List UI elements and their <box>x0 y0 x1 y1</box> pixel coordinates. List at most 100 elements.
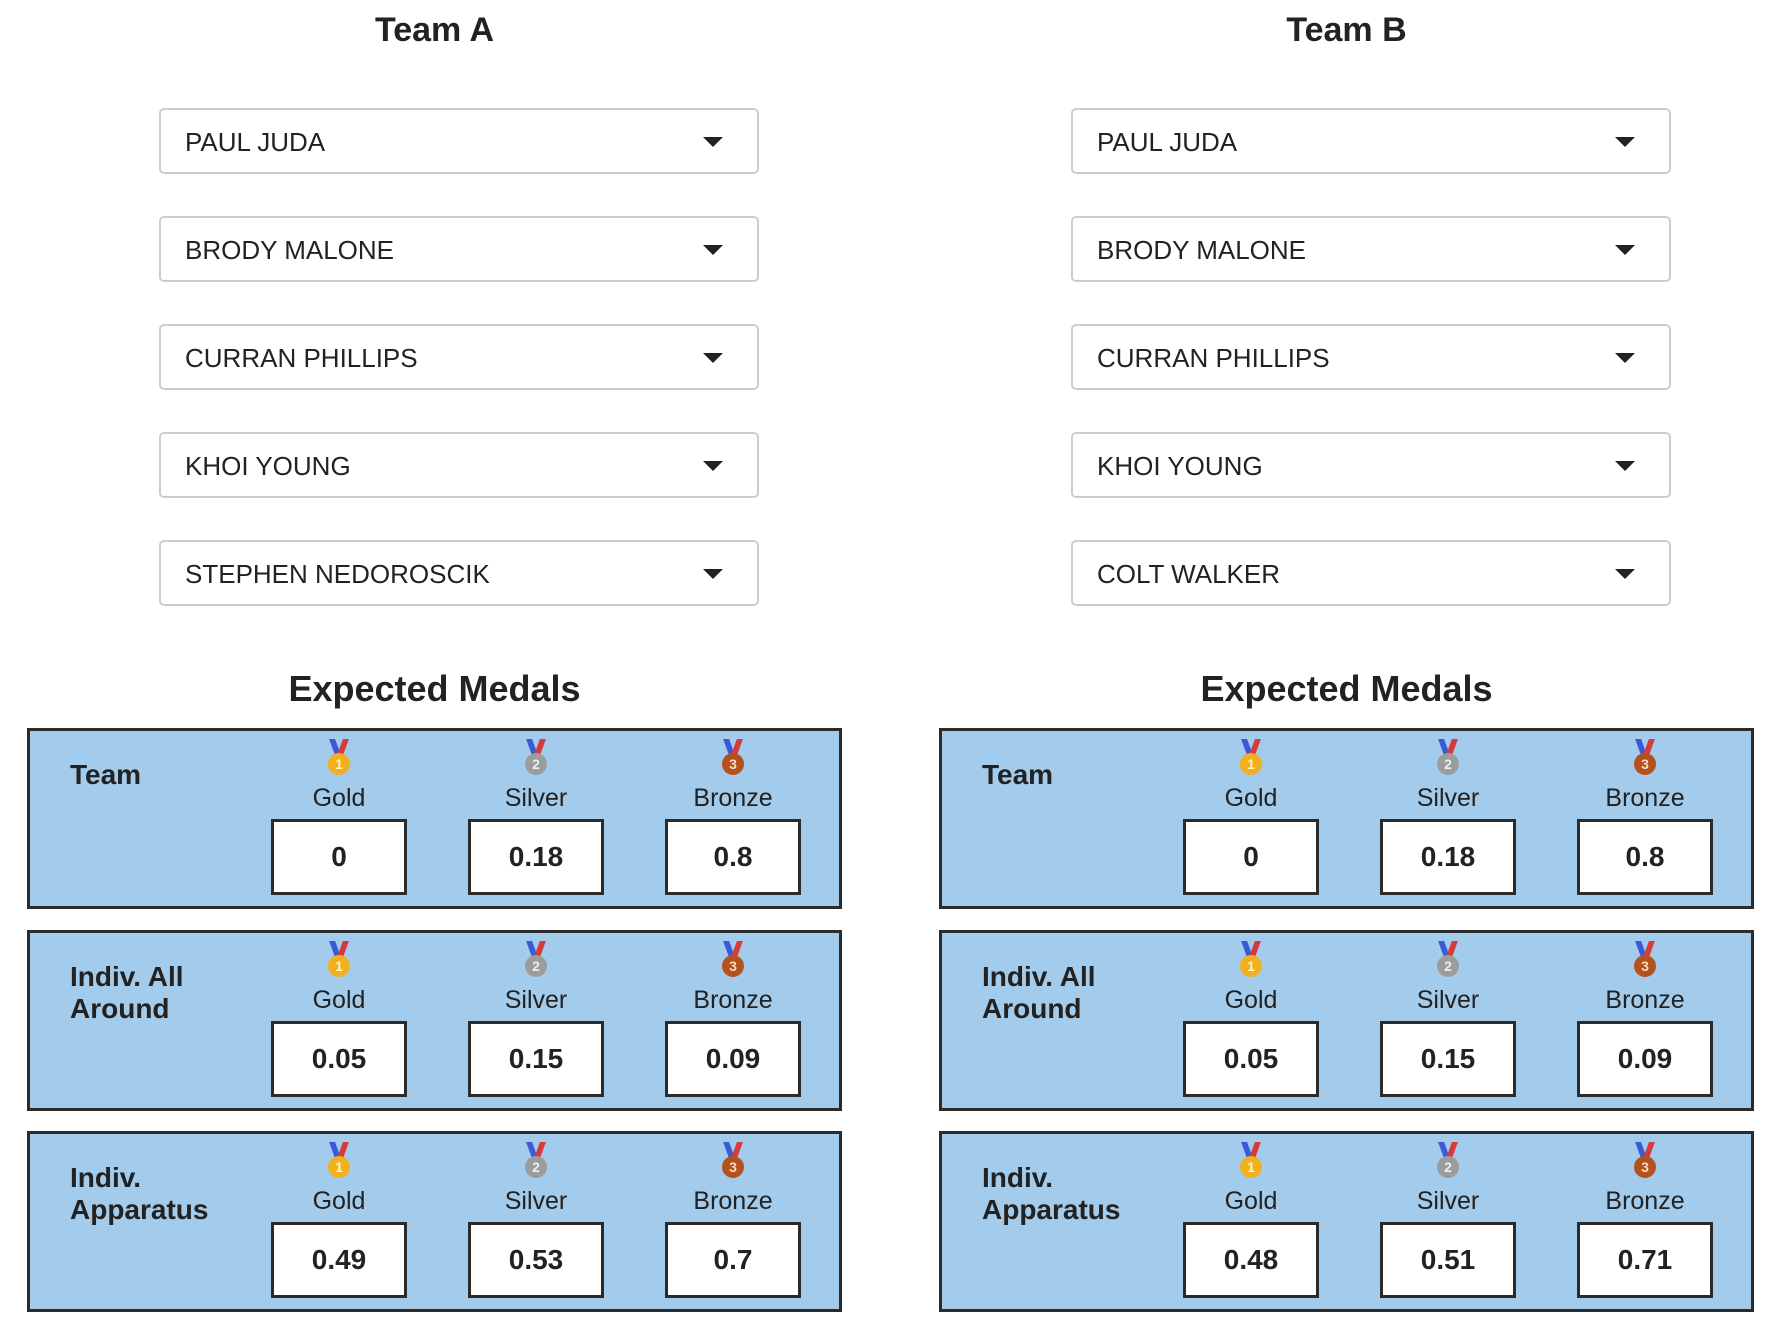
bronze-medal-column: 3 Bronze 0.71 <box>1575 1142 1715 1298</box>
athlete-select-2[interactable]: BRODY MALONE <box>159 216 759 282</box>
category-label: Indiv. All Around <box>70 961 184 1024</box>
athlete-select-value: STEPHEN NEDOROSCIK <box>185 559 490 589</box>
silver-medal-column: 2 Silver 0.51 <box>1378 1142 1518 1298</box>
category-label: Team <box>70 759 142 790</box>
gold-medal-column: 1 Gold 0.05 <box>1181 941 1321 1097</box>
medal-disc-icon: 1 <box>328 955 350 977</box>
athlete-select-5[interactable]: STEPHEN NEDOROSCIK <box>159 540 759 606</box>
athlete-select-4[interactable]: KHOI YOUNG <box>159 432 759 498</box>
gold-value: 0 <box>271 819 407 895</box>
gold-value: 0.05 <box>271 1021 407 1097</box>
medal-disc-icon: 1 <box>1240 753 1262 775</box>
team-a-column: Team A PAUL JUDA BRODY MALONE CURRAN PHI… <box>27 0 842 1320</box>
gold-label: Gold <box>312 784 366 812</box>
medal-disc-icon: 2 <box>1437 753 1459 775</box>
gold-label: Gold <box>1224 1187 1278 1215</box>
chevron-down-icon <box>703 461 723 471</box>
medal-disc-icon: 3 <box>722 1156 744 1178</box>
chevron-down-icon <box>1615 461 1635 471</box>
athlete-select-3[interactable]: CURRAN PHILLIPS <box>159 324 759 390</box>
bronze-label: Bronze <box>693 1187 773 1215</box>
medal-disc-icon: 2 <box>1437 955 1459 977</box>
athlete-select-1[interactable]: PAUL JUDA <box>1071 108 1671 174</box>
medal-disc-icon: 1 <box>1240 1156 1262 1178</box>
medal-panel-team: Team 1 Gold 0 2 Silver 0.18 3 Bronze 0.8 <box>27 728 842 909</box>
silver-medal-column: 2 Silver 0.53 <box>466 1142 606 1298</box>
chevron-down-icon <box>703 353 723 363</box>
gold-label: Gold <box>312 1187 366 1215</box>
category-label: Team <box>982 759 1054 790</box>
bronze-label: Bronze <box>1605 986 1685 1014</box>
gold-medal-icon: 1 <box>1231 1142 1271 1182</box>
athlete-select-value: COLT WALKER <box>1097 559 1281 589</box>
athlete-select-value: BRODY MALONE <box>1097 235 1307 265</box>
gold-label: Gold <box>1224 986 1278 1014</box>
medal-disc-icon: 2 <box>525 753 547 775</box>
gold-label: Gold <box>1224 784 1278 812</box>
medal-disc-icon: 3 <box>1634 955 1656 977</box>
medal-disc-icon: 1 <box>1240 955 1262 977</box>
bronze-value: 0.8 <box>1577 819 1713 895</box>
bronze-medal-column: 3 Bronze 0.8 <box>1575 739 1715 895</box>
category-label: Indiv. Apparatus <box>982 1162 1121 1225</box>
gold-label: Gold <box>312 986 366 1014</box>
bronze-medal-icon: 3 <box>1625 1142 1665 1182</box>
silver-medal-icon: 2 <box>516 941 556 981</box>
bronze-label: Bronze <box>1605 784 1685 812</box>
athlete-select-value: PAUL JUDA <box>185 127 326 157</box>
bronze-medal-icon: 3 <box>713 739 753 779</box>
silver-label: Silver <box>504 784 568 812</box>
gold-medal-icon: 1 <box>1231 941 1271 981</box>
athlete-select-5[interactable]: COLT WALKER <box>1071 540 1671 606</box>
team-title: Team A <box>374 11 495 49</box>
chevron-down-icon <box>1615 353 1635 363</box>
athlete-select-value: BRODY MALONE <box>185 235 395 265</box>
gold-medal-column: 1 Gold 0 <box>269 739 409 895</box>
bronze-value: 0.8 <box>665 819 801 895</box>
athlete-select-value: KHOI YOUNG <box>185 451 351 481</box>
athlete-select-3[interactable]: CURRAN PHILLIPS <box>1071 324 1671 390</box>
bronze-value: 0.09 <box>665 1021 801 1097</box>
medal-disc-icon: 3 <box>722 753 744 775</box>
athlete-select-value: CURRAN PHILLIPS <box>185 343 418 373</box>
expected-medals-heading: Expected Medals <box>288 668 581 709</box>
silver-medal-column: 2 Silver 0.18 <box>466 739 606 895</box>
medal-disc-icon: 3 <box>722 955 744 977</box>
athlete-select-value: KHOI YOUNG <box>1097 451 1263 481</box>
medal-disc-icon: 2 <box>525 1156 547 1178</box>
medal-panel-all-around: Indiv. All Around 1 Gold 0.05 2 Silver 0… <box>939 930 1754 1111</box>
silver-label: Silver <box>1416 986 1480 1014</box>
expected-medals-heading: Expected Medals <box>1200 668 1493 709</box>
silver-medal-column: 2 Silver 0.18 <box>1378 739 1518 895</box>
bronze-label: Bronze <box>693 784 773 812</box>
bronze-medal-column: 3 Bronze 0.8 <box>663 739 803 895</box>
medal-panel-apparatus: Indiv. Apparatus 1 Gold 0.48 2 Silver 0.… <box>939 1131 1754 1312</box>
silver-value: 0.53 <box>468 1222 604 1298</box>
medal-disc-icon: 2 <box>525 955 547 977</box>
bronze-value: 0.7 <box>665 1222 801 1298</box>
chevron-down-icon <box>703 245 723 255</box>
athlete-select-4[interactable]: KHOI YOUNG <box>1071 432 1671 498</box>
bronze-value: 0.71 <box>1577 1222 1713 1298</box>
chevron-down-icon <box>1615 137 1635 147</box>
silver-medal-icon: 2 <box>1428 941 1468 981</box>
gold-value: 0.48 <box>1183 1222 1319 1298</box>
category-label: Indiv. Apparatus <box>70 1162 209 1225</box>
medal-disc-icon: 3 <box>1634 753 1656 775</box>
gold-medal-column: 1 Gold 0 <box>1181 739 1321 895</box>
silver-value: 0.18 <box>468 819 604 895</box>
medal-disc-icon: 1 <box>328 1156 350 1178</box>
category-label: Indiv. All Around <box>982 961 1096 1024</box>
gold-value: 0.49 <box>271 1222 407 1298</box>
athlete-select-2[interactable]: BRODY MALONE <box>1071 216 1671 282</box>
gold-medal-column: 1 Gold 0.48 <box>1181 1142 1321 1298</box>
silver-medal-column: 2 Silver 0.15 <box>466 941 606 1097</box>
bronze-medal-icon: 3 <box>1625 739 1665 779</box>
athlete-select-1[interactable]: PAUL JUDA <box>159 108 759 174</box>
athlete-select-value: PAUL JUDA <box>1097 127 1238 157</box>
silver-label: Silver <box>504 1187 568 1215</box>
chevron-down-icon <box>703 137 723 147</box>
silver-value: 0.51 <box>1380 1222 1516 1298</box>
gold-value: 0 <box>1183 819 1319 895</box>
bronze-value: 0.09 <box>1577 1021 1713 1097</box>
